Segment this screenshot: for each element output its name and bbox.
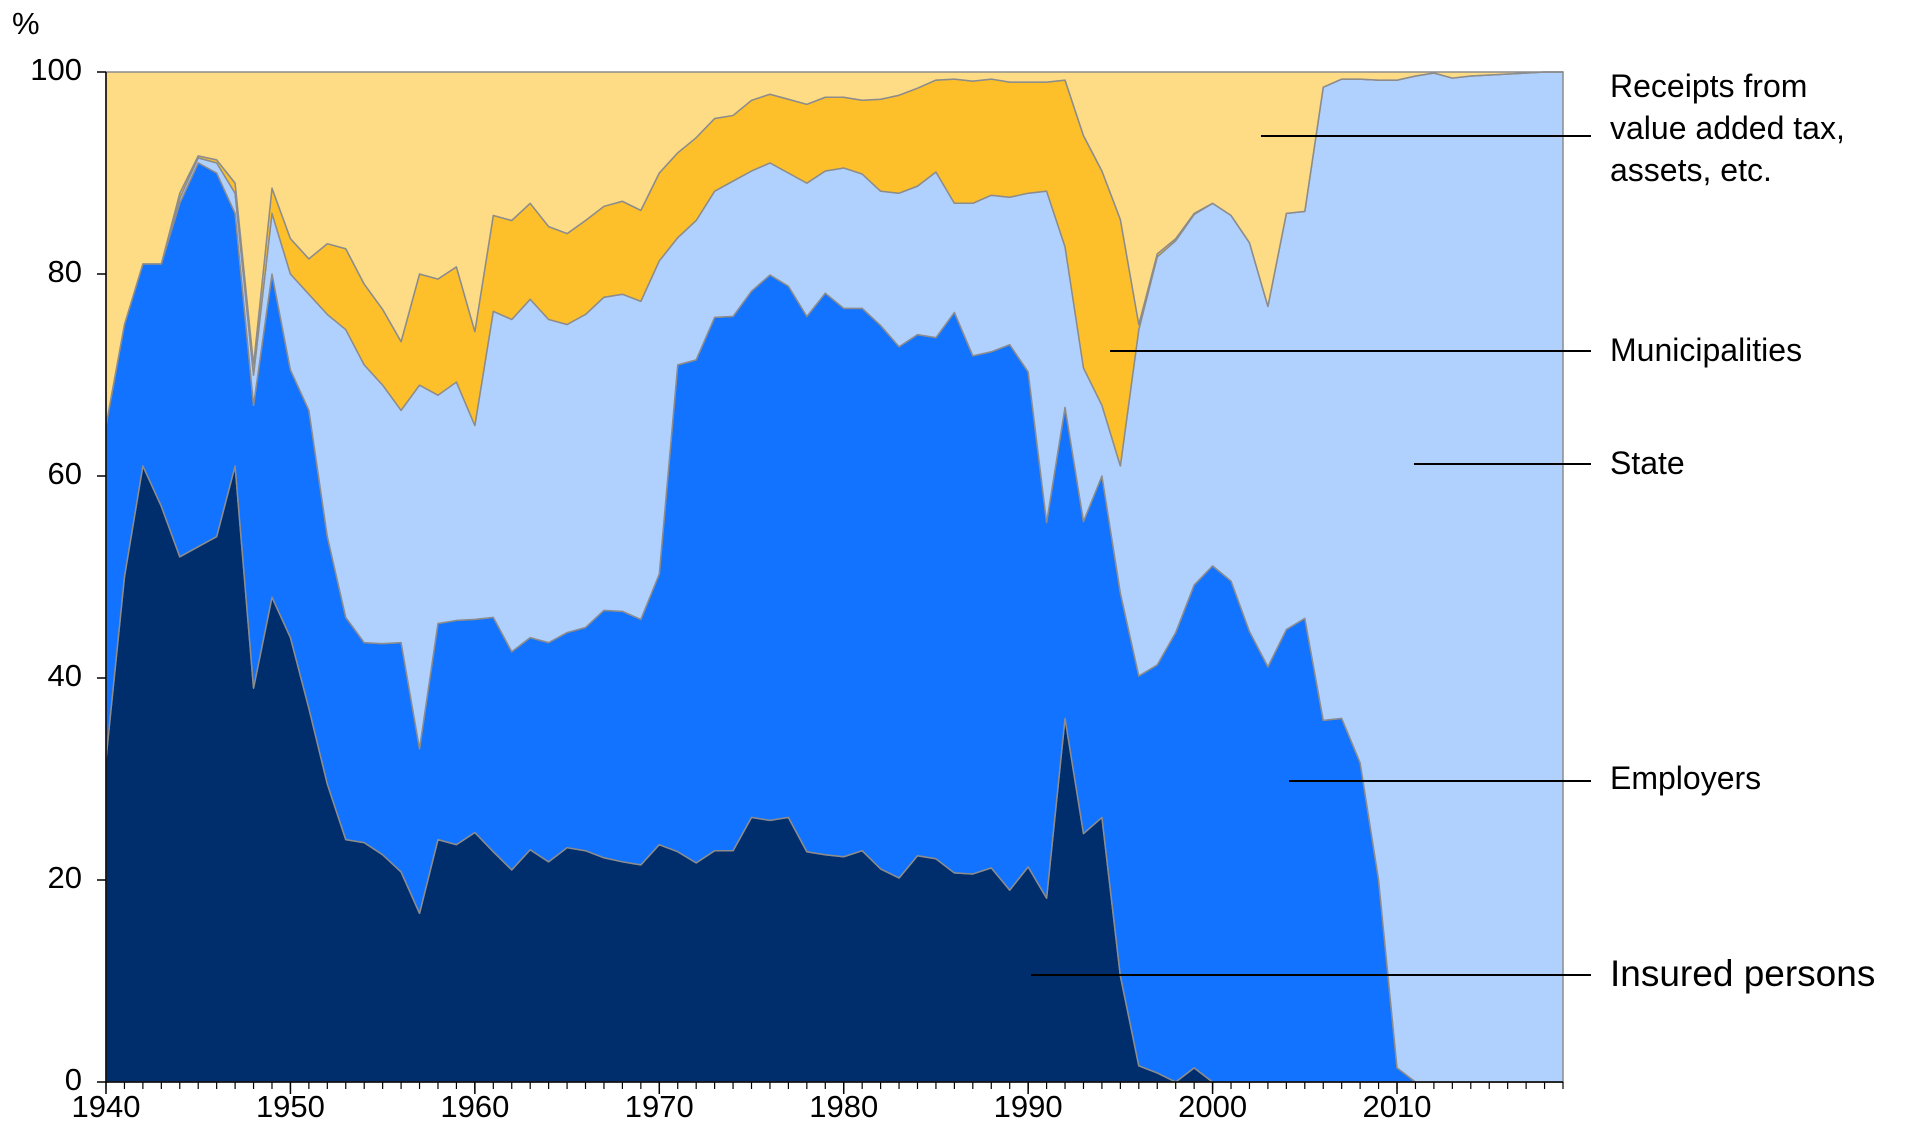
- y-tick-label: 0: [65, 1062, 82, 1097]
- series-label: Insured persons: [1610, 953, 1876, 994]
- y-tick-label: 100: [30, 52, 82, 87]
- series-label: Receipts from value added tax, assets, e…: [1610, 68, 1845, 188]
- x-tick-label: 1970: [625, 1089, 694, 1124]
- series-label: Municipalities: [1610, 332, 1803, 368]
- series-label: State: [1610, 445, 1685, 481]
- x-tick-label: 1950: [256, 1089, 325, 1124]
- y-tick-label: 60: [48, 456, 82, 491]
- x-tick-label: 1940: [72, 1089, 141, 1124]
- x-tick-label: 2010: [1363, 1089, 1432, 1124]
- x-tick-label: 1980: [809, 1089, 878, 1124]
- x-tick-label: 1990: [994, 1089, 1063, 1124]
- x-tick-label: 2000: [1178, 1089, 1247, 1124]
- y-tick-label: 80: [48, 254, 82, 289]
- y-axis-label: %: [12, 6, 40, 41]
- x-tick-label: 1960: [440, 1089, 509, 1124]
- series-label: Employers: [1610, 760, 1762, 796]
- y-tick-label: 20: [48, 860, 82, 895]
- y-tick-label: 40: [48, 658, 82, 693]
- area: [105, 71, 1564, 427]
